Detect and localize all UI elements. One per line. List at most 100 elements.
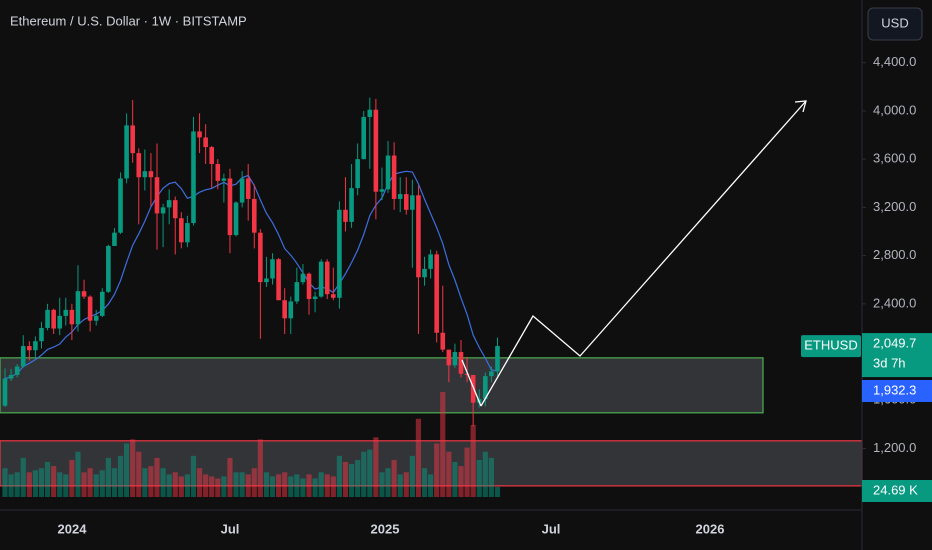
- candle-body: [422, 268, 427, 278]
- candle-body: [87, 296, 93, 321]
- candle-body: [258, 232, 263, 283]
- volume-bar: [239, 472, 245, 497]
- x-tick-label: 2026: [696, 521, 725, 536]
- candle-body: [434, 254, 439, 333]
- currency-button[interactable]: [867, 7, 923, 41]
- volume-bar: [221, 476, 227, 497]
- volume-bar: [257, 439, 263, 497]
- y-tick-label: 2,400.0: [873, 295, 916, 310]
- volume-bar: [269, 476, 276, 497]
- volume-bar: [51, 466, 57, 497]
- volume-bar: [209, 476, 215, 497]
- volume-bar: [428, 474, 434, 497]
- candle-body: [349, 188, 354, 222]
- projection-start: [461, 359, 482, 407]
- volume-bar: [342, 462, 349, 497]
- candle-body: [227, 178, 233, 236]
- candle-body: [452, 352, 458, 366]
- volume-bar: [2, 468, 8, 497]
- candle-body: [209, 147, 215, 164]
- candle-body: [106, 245, 111, 292]
- candle-body: [14, 366, 20, 375]
- symbol-badge: [801, 335, 861, 358]
- currency-label[interactable]: USD: [881, 15, 908, 30]
- y-tick-label: 3,200.0: [873, 199, 916, 214]
- volume-bar: [233, 472, 239, 497]
- volume-bar: [105, 457, 111, 497]
- volume-bar: [379, 472, 385, 497]
- volume-bar: [397, 474, 403, 497]
- volume-bar: [26, 472, 32, 497]
- volume-bar: [99, 470, 105, 497]
- volume-bar: [312, 478, 318, 497]
- candle-body: [446, 349, 452, 366]
- candle-body: [379, 189, 385, 192]
- candle-body: [440, 332, 446, 350]
- volume-bar: [324, 474, 330, 497]
- candle-body: [403, 194, 409, 210]
- volume-bar: [38, 468, 45, 497]
- volume-bar: [458, 466, 464, 497]
- volume-bar: [69, 459, 75, 497]
- projection-path: [480, 100, 807, 407]
- candle-body: [397, 194, 403, 199]
- volume-bar: [488, 457, 494, 497]
- volume-bar: [136, 451, 142, 497]
- candle-body: [33, 341, 38, 351]
- candle-body: [130, 125, 135, 154]
- volume-bar: [245, 474, 251, 497]
- volume-bar: [306, 474, 312, 497]
- candle-body: [118, 178, 123, 233]
- candle-body: [148, 171, 154, 178]
- volume-bar: [154, 457, 160, 497]
- ma-label: 1,932.3: [873, 382, 916, 397]
- volume-badge: [862, 480, 932, 502]
- candle-body: [300, 273, 306, 283]
- candle-body: [185, 223, 190, 243]
- volume-bar: [434, 443, 440, 497]
- candle-body: [464, 373, 470, 375]
- candle-body: [282, 300, 287, 319]
- candle-body: [8, 374, 14, 379]
- x-tick-label: Jul: [221, 521, 240, 536]
- chart-title: Ethereum / U.S. Dollar · 1W · BITSTAMP: [10, 13, 247, 28]
- candle-body: [495, 346, 500, 372]
- volume-bar: [148, 466, 154, 497]
- volume-bar: [355, 459, 361, 497]
- candle-body: [373, 109, 379, 192]
- candle-body: [270, 259, 275, 279]
- candle-body: [318, 261, 324, 297]
- volume-bar: [203, 474, 209, 497]
- volume-bar: [409, 455, 415, 497]
- projection-arrowhead: [794, 100, 807, 113]
- volume-bar: [227, 457, 233, 497]
- volume-bar: [57, 472, 63, 497]
- candle-body: [191, 131, 196, 224]
- volume-bar: [446, 451, 452, 497]
- candle-body: [483, 376, 488, 400]
- volume-bar: [452, 462, 458, 497]
- volume-bar: [421, 468, 428, 497]
- last-price-badge: [862, 333, 932, 378]
- volume-bar: [476, 459, 482, 497]
- candle-body: [324, 261, 330, 295]
- candle-body: [179, 218, 184, 243]
- candle-body: [385, 155, 391, 190]
- candle-body: [166, 200, 172, 208]
- candle-body: [367, 109, 373, 117]
- candle-body: [410, 195, 415, 210]
- y-tick-label: 1,200.0: [873, 440, 916, 455]
- candle-body: [154, 177, 160, 214]
- volume-bar: [184, 474, 190, 497]
- volume-bar: [81, 472, 87, 497]
- last-price-label: 2,049.7: [873, 336, 916, 351]
- volume-bar: [14, 472, 20, 497]
- candle-body: [51, 309, 56, 329]
- volume-bar: [124, 443, 130, 497]
- candle-body: [112, 232, 117, 246]
- volume-bar: [20, 457, 26, 497]
- candle-body: [57, 315, 63, 329]
- y-tick-label: 3,600.0: [873, 151, 916, 166]
- symbol-label: ETHUSD: [804, 338, 857, 353]
- candle-body: [221, 178, 227, 181]
